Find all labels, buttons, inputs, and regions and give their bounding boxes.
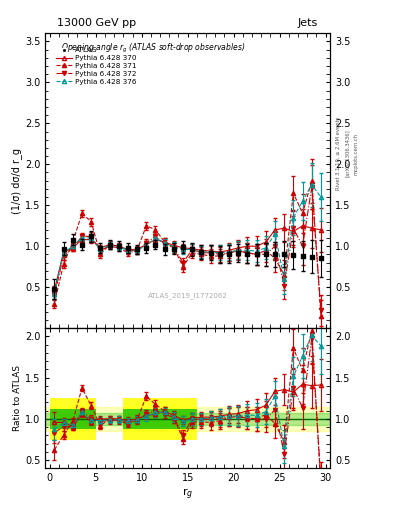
Bar — [73, 398, 96, 440]
Bar — [73, 409, 96, 429]
Y-axis label: Ratio to ATLAS: Ratio to ATLAS — [13, 365, 22, 431]
Y-axis label: (1/σ) dσ/d r_g: (1/σ) dσ/d r_g — [11, 147, 22, 214]
Text: ATLAS_2019_I1772062: ATLAS_2019_I1772062 — [148, 292, 228, 298]
Bar — [123, 398, 160, 440]
Text: mcplots.cern.ch: mcplots.cern.ch — [354, 133, 359, 175]
Text: Rivet 3.1.10, ≥ 2.6M events: Rivet 3.1.10, ≥ 2.6M events — [336, 117, 341, 190]
Bar — [50, 398, 73, 440]
Text: 13000 GeV pp: 13000 GeV pp — [57, 18, 136, 28]
Text: [arXiv:1306.3436]: [arXiv:1306.3436] — [345, 130, 350, 178]
Text: Opening angle r$_g$ (ATLAS soft-drop observables): Opening angle r$_g$ (ATLAS soft-drop obs… — [61, 42, 246, 55]
Bar — [45, 413, 330, 425]
Bar — [123, 409, 160, 429]
Text: Jets: Jets — [297, 18, 318, 28]
Bar — [50, 409, 73, 429]
Bar — [45, 407, 330, 431]
Bar — [160, 398, 197, 440]
Legend: ATLAS, Pythia 6.428 370, Pythia 6.428 371, Pythia 6.428 372, Pythia 6.428 376: ATLAS, Pythia 6.428 370, Pythia 6.428 37… — [55, 46, 138, 86]
X-axis label: r$_g$: r$_g$ — [182, 486, 193, 502]
Bar — [160, 409, 197, 429]
